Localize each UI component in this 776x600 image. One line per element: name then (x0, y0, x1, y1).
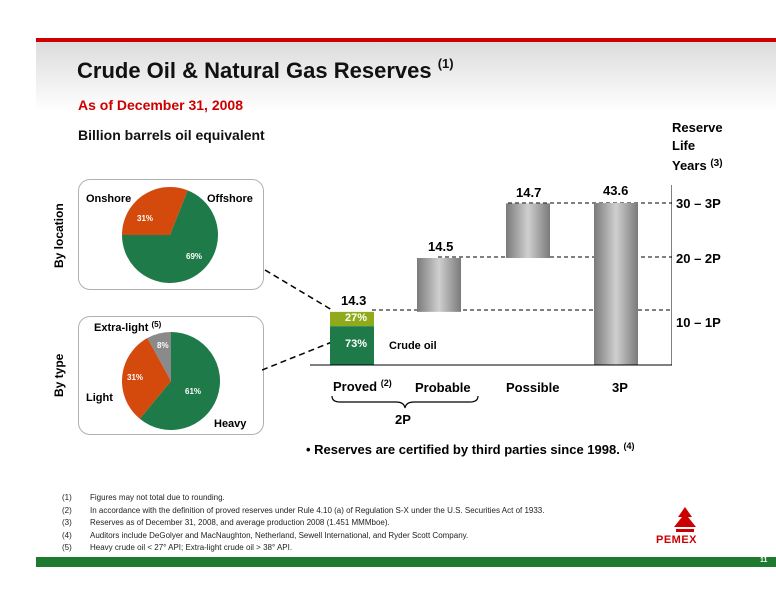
category-proved: Proved (2) (333, 378, 392, 394)
units-label: Billion barrels oil equivalent (78, 127, 265, 143)
extra-light-label: Extra-light (5) (94, 320, 161, 334)
category-possible: Possible (506, 380, 560, 395)
footnote-text: Auditors include DeGolyer and MacNaughto… (90, 530, 469, 540)
value-label-possible: 14.7 (516, 185, 542, 200)
header-band (36, 42, 776, 112)
location-pie-chart (122, 187, 218, 283)
footnote-text: Figures may not total due to rounding. (90, 493, 225, 502)
footnote-num: (3) (62, 518, 72, 527)
heavy-pct: 61% (185, 387, 202, 396)
proved-other-pct: 27% (345, 312, 368, 324)
as-of-date: As of December 31, 2008 (78, 97, 243, 113)
footnote: (4) Auditors include DeGolyer and MacNaug… (62, 530, 544, 543)
title-footnote-ref: (1) (437, 56, 454, 71)
footnotes: (1) Figures may not total due to rounding… (62, 492, 544, 555)
category-probable: Probable (415, 380, 471, 395)
by-location-label: By location (52, 203, 66, 268)
life-level-2p: 20 – 2P (676, 251, 721, 266)
pemex-logo: PEMEX (656, 534, 698, 546)
title-text: Crude Oil & Natural Gas Reserves (77, 58, 432, 83)
value-label-probable: 14.5 (428, 239, 454, 254)
page-number: 11 (760, 557, 768, 564)
footnote-num: (4) (62, 530, 72, 540)
light-label: Light (86, 392, 113, 404)
certification-footnote-ref: (4) (623, 441, 635, 451)
value-label-proved: 14.3 (341, 293, 367, 308)
footnote-num: (1) (62, 493, 72, 502)
type-pie-chart (121, 332, 221, 430)
footnote: (2) In accordance with the definition of … (62, 505, 544, 518)
category-3p: 3P (612, 380, 628, 395)
connector-type (262, 341, 333, 371)
offshore-pct: 69% (186, 252, 203, 261)
footnote: (5) Heavy crude oil < 27° API; Extra-ligh… (62, 542, 544, 555)
reserve-life-label: Reserve Life Years (3) (672, 119, 752, 175)
top-red-rule (36, 38, 776, 42)
pie-slice-extra-light (147, 332, 171, 381)
certification-bullet: • Reserves are certified by third partie… (306, 441, 634, 457)
proved-crude-pct: 73% (345, 338, 368, 350)
footnote-num: (5) (62, 543, 72, 552)
life-level-1p: 10 – 1P (676, 315, 721, 330)
bar-3p (594, 203, 638, 365)
light-pct: 31% (127, 373, 144, 382)
footnote-text: Reserves as of December 31, 2008, and av… (90, 518, 390, 527)
onshore-label: Onshore (86, 193, 132, 205)
footnote-text: Heavy crude oil < 27° API; Extra-light c… (90, 543, 293, 552)
2p-label: 2P (395, 412, 411, 427)
bar-proved-other (330, 311, 374, 327)
bar-probable (417, 257, 461, 312)
pie-slice-onshore (122, 187, 188, 235)
onshore-pct: 31% (137, 214, 154, 223)
proved-footnote-ref: (2) (380, 378, 392, 388)
reserve-life-line2: Life (672, 138, 696, 153)
footnote-num: (2) (62, 505, 72, 515)
pie-slice-light (121, 338, 171, 419)
pie-slice-offshore (122, 190, 218, 283)
category-proved-text: Proved (333, 379, 378, 394)
reserves-waterfall-chart (262, 185, 672, 371)
life-level-3p: 30 – 3P (676, 196, 721, 211)
reserve-life-line1: Reserve (672, 120, 723, 135)
page-title: Crude Oil & Natural Gas Reserves (1) (77, 56, 454, 84)
reserve-life-line3: Years (672, 158, 707, 173)
footnote: (3) Reserves as of December 31, 2008, and… (62, 517, 544, 530)
footnote: (1) Figures may not total due to rounding… (62, 492, 544, 505)
offshore-label: Offshore (207, 193, 253, 205)
pie-slice-heavy (139, 332, 221, 430)
reserve-life-footnote-ref: (3) (710, 158, 723, 169)
footnote-text: In accordance with the definition of pro… (90, 505, 545, 515)
2p-bracket (331, 395, 479, 409)
pemex-eagle-icon (674, 507, 696, 532)
bar-proved-crude (330, 326, 374, 365)
extra-light-pct: 8% (157, 341, 169, 350)
heavy-label: Heavy (214, 418, 247, 430)
extra-light-footnote-ref: (5) (151, 320, 162, 329)
connector-location (264, 269, 333, 311)
value-label-3p: 43.6 (603, 183, 629, 198)
bottom-green-bar (36, 557, 776, 567)
by-type-label: By type (52, 353, 66, 397)
extra-light-text: Extra-light (94, 322, 149, 334)
bar-possible (506, 203, 550, 258)
crude-oil-label: Crude oil (389, 340, 437, 352)
certification-text: • Reserves are certified by third partie… (306, 442, 620, 457)
